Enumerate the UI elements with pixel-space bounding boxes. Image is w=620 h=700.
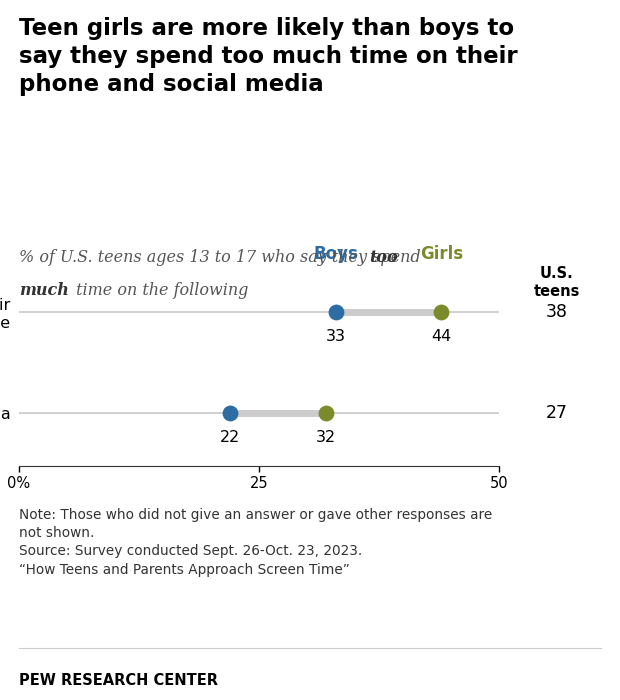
Text: 32: 32: [316, 430, 336, 445]
Text: 33: 33: [326, 329, 346, 344]
Text: Girls: Girls: [420, 245, 463, 263]
Text: 44: 44: [432, 329, 451, 344]
Point: [331, 306, 341, 317]
Point: [321, 407, 331, 419]
Point: [225, 407, 235, 419]
Text: 27: 27: [546, 404, 567, 422]
Text: too: too: [369, 248, 397, 265]
Text: Note: Those who did not give an answer or gave other responses are
not shown.
So: Note: Those who did not give an answer o…: [19, 508, 492, 577]
Text: 22: 22: [220, 430, 240, 445]
Point: [436, 306, 446, 317]
Text: much: much: [19, 282, 68, 299]
Text: time on the following: time on the following: [71, 282, 249, 299]
Text: % of U.S. teens ages 13 to 17 who say they spend: % of U.S. teens ages 13 to 17 who say th…: [19, 248, 425, 265]
Text: Teen girls are more likely than boys to
say they spend too much time on their
ph: Teen girls are more likely than boys to …: [19, 18, 517, 95]
Text: Boys: Boys: [313, 245, 358, 263]
Text: U.S.
teens: U.S. teens: [533, 267, 580, 299]
Text: 38: 38: [546, 302, 567, 321]
Text: PEW RESEARCH CENTER: PEW RESEARCH CENTER: [19, 673, 218, 688]
